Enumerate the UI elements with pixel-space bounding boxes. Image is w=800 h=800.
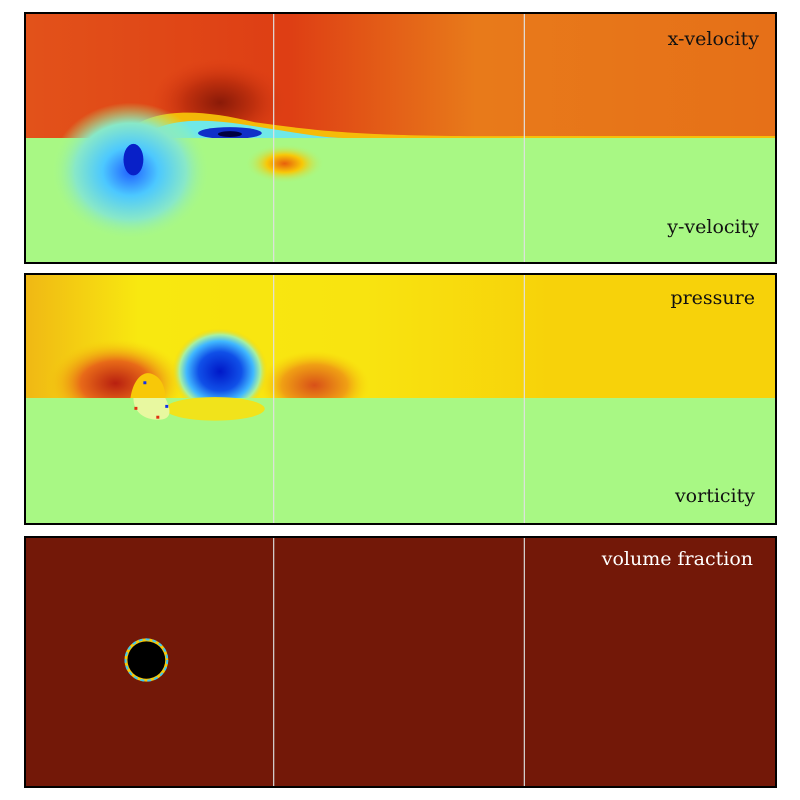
pressure-label: pressure	[670, 287, 755, 309]
pressure-vorticity-panel: pressure vorticity	[24, 273, 777, 525]
volume-fraction-label: volume fraction	[601, 548, 753, 570]
volume-fraction-field-image	[26, 538, 775, 786]
velocity-field-image	[26, 14, 775, 262]
vorticity-label: vorticity	[674, 485, 755, 507]
x-velocity-label: x-velocity	[667, 28, 759, 50]
pressure-vorticity-field-image	[26, 275, 775, 523]
velocity-panel: x-velocity y-velocity	[24, 12, 777, 264]
volume-fraction-panel: volume fraction	[24, 536, 777, 788]
y-velocity-label: y-velocity	[667, 216, 759, 238]
